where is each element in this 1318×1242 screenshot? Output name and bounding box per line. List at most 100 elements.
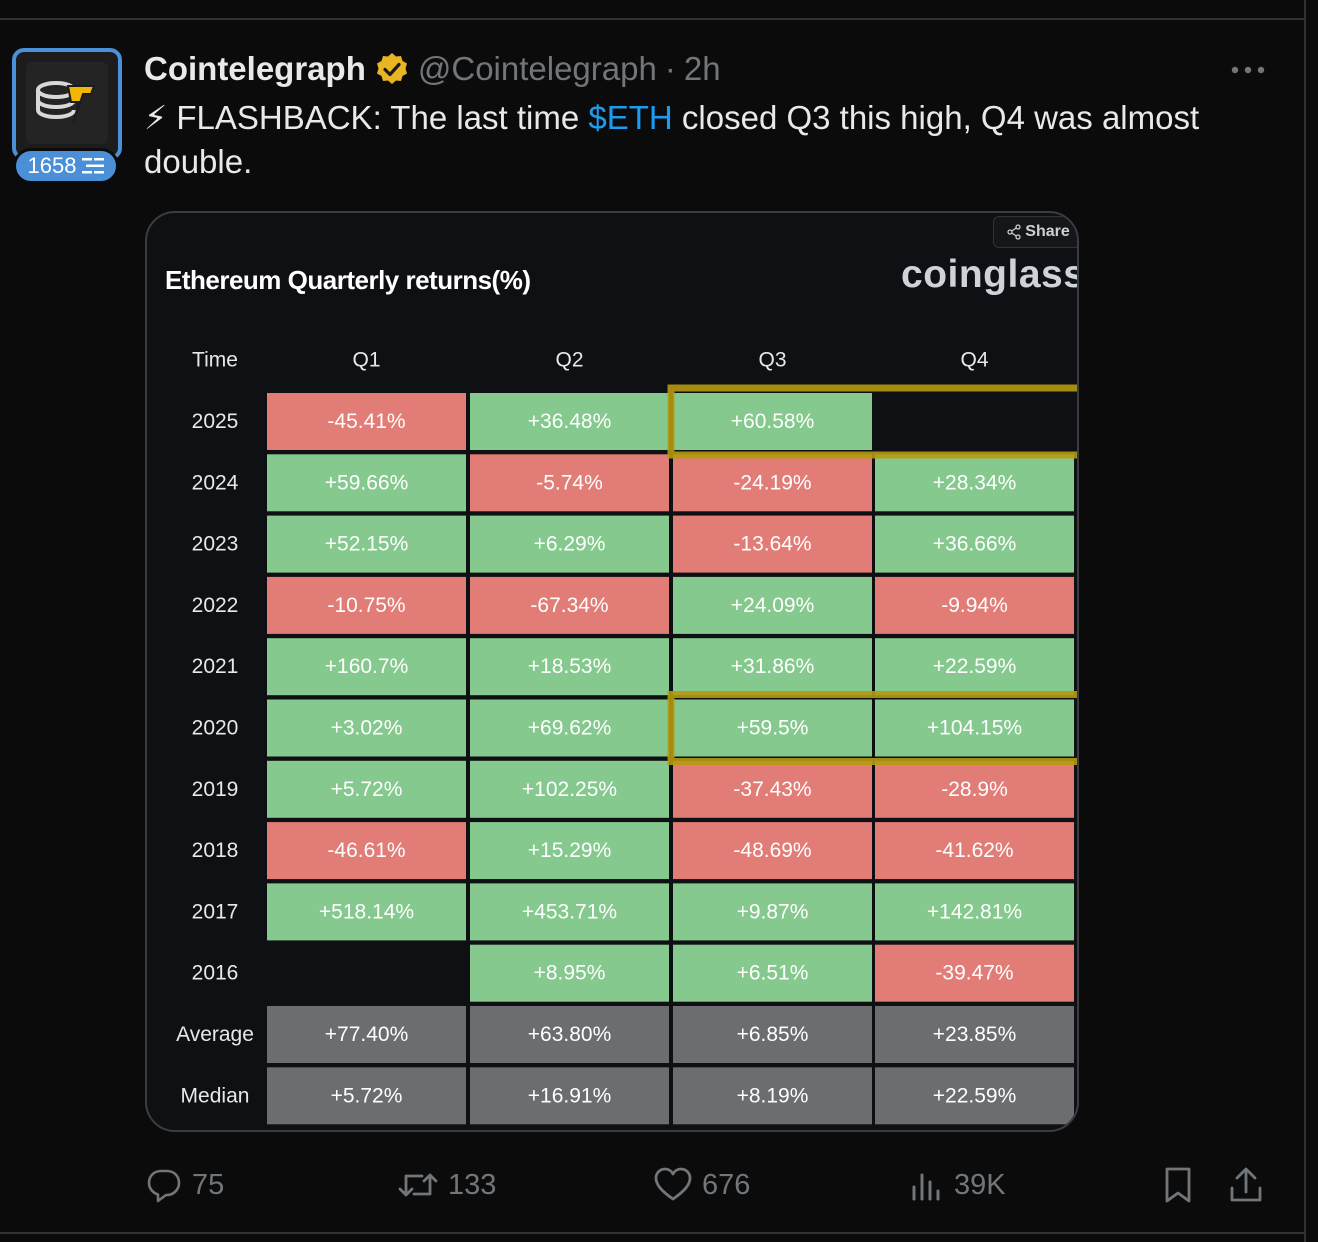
cell-value-2022-q1: -10.75%: [327, 594, 405, 617]
cell-2023-q2: [470, 515, 669, 573]
author-handle[interactable]: @Cointelegraph: [417, 50, 657, 87]
cell-2017-q1: [267, 883, 466, 941]
cell-value-2019-q1: +5.72%: [331, 778, 403, 801]
reply-button[interactable]: 75: [146, 1160, 224, 1210]
cell-value-2023-q4: +36.66%: [933, 533, 1017, 556]
cell-value-2023-q2: +6.29%: [534, 533, 606, 556]
cell-2020-q1: [267, 699, 466, 757]
cell-value-2018-q1: -46.61%: [327, 839, 405, 862]
cell-value-2017-q1: +518.14%: [319, 900, 414, 923]
row-label-median: Median: [181, 1084, 250, 1107]
cell-2024-q1: [267, 454, 466, 512]
cell-value-2025-q1: -45.41%: [327, 410, 405, 433]
cell-2022-q2: [470, 576, 669, 634]
row-label-2021: 2021: [192, 655, 239, 678]
cell-value-2022-q2: -67.34%: [530, 594, 608, 617]
cell-2017-q4: [875, 883, 1074, 941]
cell-median-q3: [673, 1067, 872, 1125]
cell-2018-q4: [875, 822, 1074, 880]
level-badge[interactable]: 1658: [13, 148, 119, 184]
cell-2022-q3: [673, 576, 872, 634]
cell-value-2024-q1: +59.66%: [325, 471, 409, 494]
cell-value-2025-q3: +60.58%: [731, 410, 815, 433]
returns-table-chart: Time Q1 Q2 Q3 Q4 2025 -45.41% +36.48% +60.58% 202…: [176, 349, 1077, 1125]
verified-badge-icon[interactable]: [374, 51, 410, 87]
repost-count: 133: [448, 1168, 497, 1201]
tweet-text-suffix: closed Q3 this high, Q4 was almost doubl…: [144, 99, 1200, 180]
cell-value-average-q2: +63.80%: [528, 1023, 612, 1046]
cell-2018-q1: [267, 822, 466, 880]
cell-2023-q1: [267, 515, 466, 573]
author-name[interactable]: Cointelegraph: [144, 50, 366, 87]
column-header-time: Time: [192, 349, 238, 372]
divider-top: [0, 18, 1306, 20]
cashtag-link[interactable]: $ETH: [588, 99, 673, 136]
media-image-card[interactable]: Share Ethereum Quarterly returns(%) coin…: [145, 211, 1079, 1132]
cell-2020-q2: [470, 699, 669, 757]
cell-2016-q4: [875, 944, 1074, 1002]
column-header-q2: Q2: [555, 349, 583, 372]
share-label: Share: [1025, 223, 1070, 240]
like-button[interactable]: 676: [654, 1160, 750, 1210]
column-header-q3: Q3: [758, 349, 786, 372]
cell-2023-q4: [875, 515, 1074, 573]
cell-2019-q1: [267, 760, 466, 818]
author-avatar[interactable]: [12, 48, 122, 160]
row-label-2017: 2017: [192, 900, 239, 923]
cell-value-average-q1: +77.40%: [325, 1023, 409, 1046]
views-icon: [912, 1173, 940, 1201]
cell-2017-q3: [673, 883, 872, 941]
cell-value-2024-q4: +28.34%: [933, 471, 1017, 494]
row-label-2023: 2023: [192, 533, 239, 556]
cell-value-2020-q3: +59.5%: [737, 717, 809, 740]
cell-value-2019-q2: +102.25%: [522, 778, 617, 801]
tweet-text: ⚡ FLASHBACK: The last time $ETH closed Q…: [144, 96, 1254, 184]
reply-icon: [147, 1169, 181, 1203]
cell-value-average-q4: +23.85%: [933, 1023, 1017, 1046]
cell-2023-q3: [673, 515, 872, 573]
row-label-2024: 2024: [192, 471, 239, 494]
cell-value-2022-q3: +24.09%: [731, 594, 815, 617]
more-options-icon[interactable]: [1228, 60, 1268, 80]
cell-2019-q3: [673, 760, 872, 818]
share-icon: [1230, 1167, 1262, 1202]
cell-value-2016-q4: -39.47%: [935, 962, 1013, 985]
chart-title: Ethereum Quarterly returns(%): [165, 265, 531, 295]
cell-value-2021-q4: +22.59%: [933, 655, 1017, 678]
row-label-2018: 2018: [192, 839, 239, 862]
like-icon: [654, 1167, 692, 1201]
repost-button[interactable]: 133: [398, 1160, 496, 1210]
cell-value-2021-q1: +160.7%: [325, 655, 409, 678]
share-post-button[interactable]: [1228, 1160, 1264, 1210]
column-header-q1: Q1: [352, 349, 380, 372]
views-count: 39K: [954, 1168, 1006, 1201]
cell-median-q1: [267, 1067, 466, 1125]
cell-value-median-q1: +5.72%: [331, 1084, 403, 1107]
highlight-box-2025: [667, 384, 1077, 459]
column-header-q4: Q4: [960, 349, 988, 372]
meta-separator: ·: [664, 50, 676, 87]
cell-value-2024-q2: -5.74%: [536, 471, 603, 494]
cell-average-q2: [470, 1006, 669, 1063]
bookmark-button[interactable]: [1162, 1160, 1194, 1210]
cell-value-2017-q4: +142.81%: [927, 900, 1022, 923]
highlight-box-2020: [667, 691, 1077, 765]
cell-median-q4: [875, 1067, 1074, 1125]
tweet-text-prefix: ⚡ FLASHBACK: The last time: [144, 99, 589, 136]
chart-share-button[interactable]: Share: [993, 216, 1077, 248]
repost-icon: [398, 1173, 438, 1197]
share-nodes-icon: [1007, 224, 1021, 240]
cell-2019-q2: [470, 760, 669, 818]
cell-value-2019-q4: -28.9%: [941, 778, 1008, 801]
cell-value-2018-q3: -48.69%: [733, 839, 811, 862]
views-button[interactable]: 39K: [910, 1160, 1006, 1210]
cell-2024-q4: [875, 454, 1074, 512]
cell-value-median-q4: +22.59%: [933, 1084, 1017, 1107]
row-label-2019: 2019: [192, 778, 239, 801]
cell-2022-q4: [875, 576, 1074, 634]
tweet-timestamp[interactable]: 2h: [683, 50, 721, 87]
divider-bottom: [0, 1232, 1306, 1234]
cell-2021-q4: [875, 638, 1074, 696]
cell-value-2017-q3: +9.87%: [737, 900, 809, 923]
